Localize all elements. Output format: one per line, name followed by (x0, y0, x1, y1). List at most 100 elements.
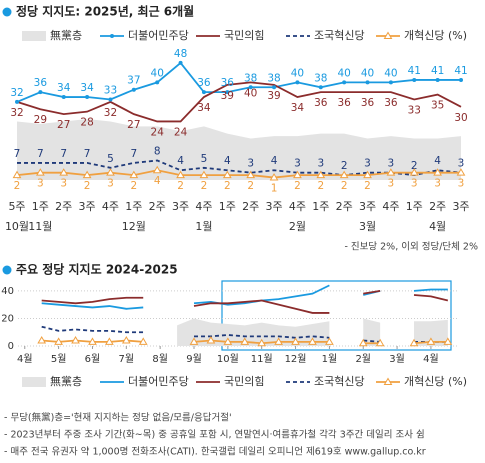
x-tick-label: 4주 (195, 200, 212, 213)
data-label: 3 (60, 178, 67, 190)
marker (225, 90, 230, 95)
marker (129, 170, 139, 179)
marker (176, 170, 185, 179)
legend-label: 더불어민주당 (128, 375, 189, 388)
marker (316, 170, 326, 179)
marker (339, 170, 349, 179)
data-label: 3 (434, 178, 441, 190)
x-tick-label: 1주 (312, 200, 329, 213)
data-label: 7 (84, 148, 91, 160)
data-label: 36 (314, 97, 328, 109)
marker (178, 60, 183, 65)
data-label: 3 (388, 178, 395, 190)
x-tick-label: 5주 (8, 200, 25, 213)
x-tick-label: 7월 (119, 353, 135, 365)
marker (358, 338, 368, 347)
marker (363, 170, 372, 179)
data-label: 33 (408, 104, 421, 116)
data-label: 2 (411, 160, 418, 172)
data-label: 34 (57, 82, 71, 94)
legend-label: 無黨층 (50, 28, 82, 42)
marker (426, 337, 436, 345)
data-label: 5 (201, 153, 208, 165)
data-label: 37 (127, 75, 140, 87)
marker (388, 80, 393, 85)
marker (459, 77, 463, 82)
data-label: 7 (37, 148, 44, 160)
marker (82, 170, 92, 179)
data-label: 2 (84, 180, 91, 192)
data-label: 41 (454, 65, 467, 77)
area (17, 119, 461, 180)
data-label: 36 (221, 77, 235, 89)
marker (325, 337, 334, 345)
marker (121, 335, 131, 344)
x-tick-label: 6월 (85, 353, 101, 365)
marker (272, 85, 277, 90)
highlight-box (221, 280, 452, 351)
data-label: 3 (458, 178, 465, 190)
x-tick-label: 4주 (289, 200, 306, 213)
line (413, 288, 448, 292)
data-label: 38 (244, 72, 257, 84)
data-label: 40 (244, 87, 257, 99)
data-label: 3 (364, 158, 371, 170)
data-label: 2 (364, 180, 371, 192)
x-tick-label: 1월 (322, 353, 338, 365)
x-tick-label: 4주 (382, 200, 399, 213)
data-label: 39 (267, 90, 280, 102)
marker (456, 168, 466, 176)
marker (386, 168, 396, 176)
data-label: 32 (10, 107, 23, 119)
marker (246, 170, 256, 179)
data-label: 4 (154, 175, 161, 187)
data-label: 40 (384, 67, 397, 79)
x-tick-label: 2주 (242, 200, 259, 213)
data-label: 27 (57, 119, 70, 131)
y-tick-label: 0 (8, 341, 14, 352)
data-label: 2 (341, 180, 348, 192)
note: - 2023년부터 주중 조사 기간(화~목) 중 공휴일 포함 시, 연말연시… (4, 429, 425, 441)
data-label: 3 (107, 178, 114, 190)
marker (222, 170, 232, 179)
data-label: 40 (291, 67, 304, 79)
data-label: 2 (201, 180, 208, 192)
legend-marker (383, 377, 393, 385)
marker (435, 77, 440, 82)
marker (37, 335, 47, 344)
x-tick-label: 4월 (17, 353, 33, 365)
data-label: 7 (14, 148, 21, 160)
marker (293, 170, 302, 179)
x-tick-label: 3주 (79, 200, 96, 213)
x-tick-label: 1주 (32, 200, 49, 213)
x-tick-label: 2주 (149, 200, 166, 213)
y-tick-label: 40 (1, 286, 14, 297)
data-label: 4 (271, 155, 278, 167)
marker (35, 168, 45, 176)
data-label: 3 (294, 158, 301, 170)
marker (240, 337, 250, 345)
marker (318, 85, 323, 90)
data-label: 34 (80, 82, 94, 94)
marker (201, 90, 206, 95)
line (363, 290, 381, 295)
data-label: 3 (411, 178, 418, 190)
month-label: 10월 (5, 220, 29, 233)
data-label: 3 (37, 178, 44, 190)
x-tick-label: 3주 (452, 200, 469, 213)
x-tick-label: 1주 (406, 200, 423, 213)
data-label: 30 (454, 112, 467, 124)
marker (365, 80, 370, 85)
note: - 진보당 2%, 이외 정당/단체 2% (344, 241, 478, 253)
marker (155, 80, 160, 85)
line (41, 302, 144, 310)
data-label: 2 (177, 180, 184, 192)
data-label: 3 (458, 158, 465, 170)
marker (131, 87, 136, 92)
data-label: 28 (80, 117, 93, 129)
marker (269, 173, 279, 181)
data-label: 32 (104, 107, 117, 119)
marker (38, 90, 43, 95)
marker (15, 99, 19, 104)
marker (61, 95, 66, 100)
